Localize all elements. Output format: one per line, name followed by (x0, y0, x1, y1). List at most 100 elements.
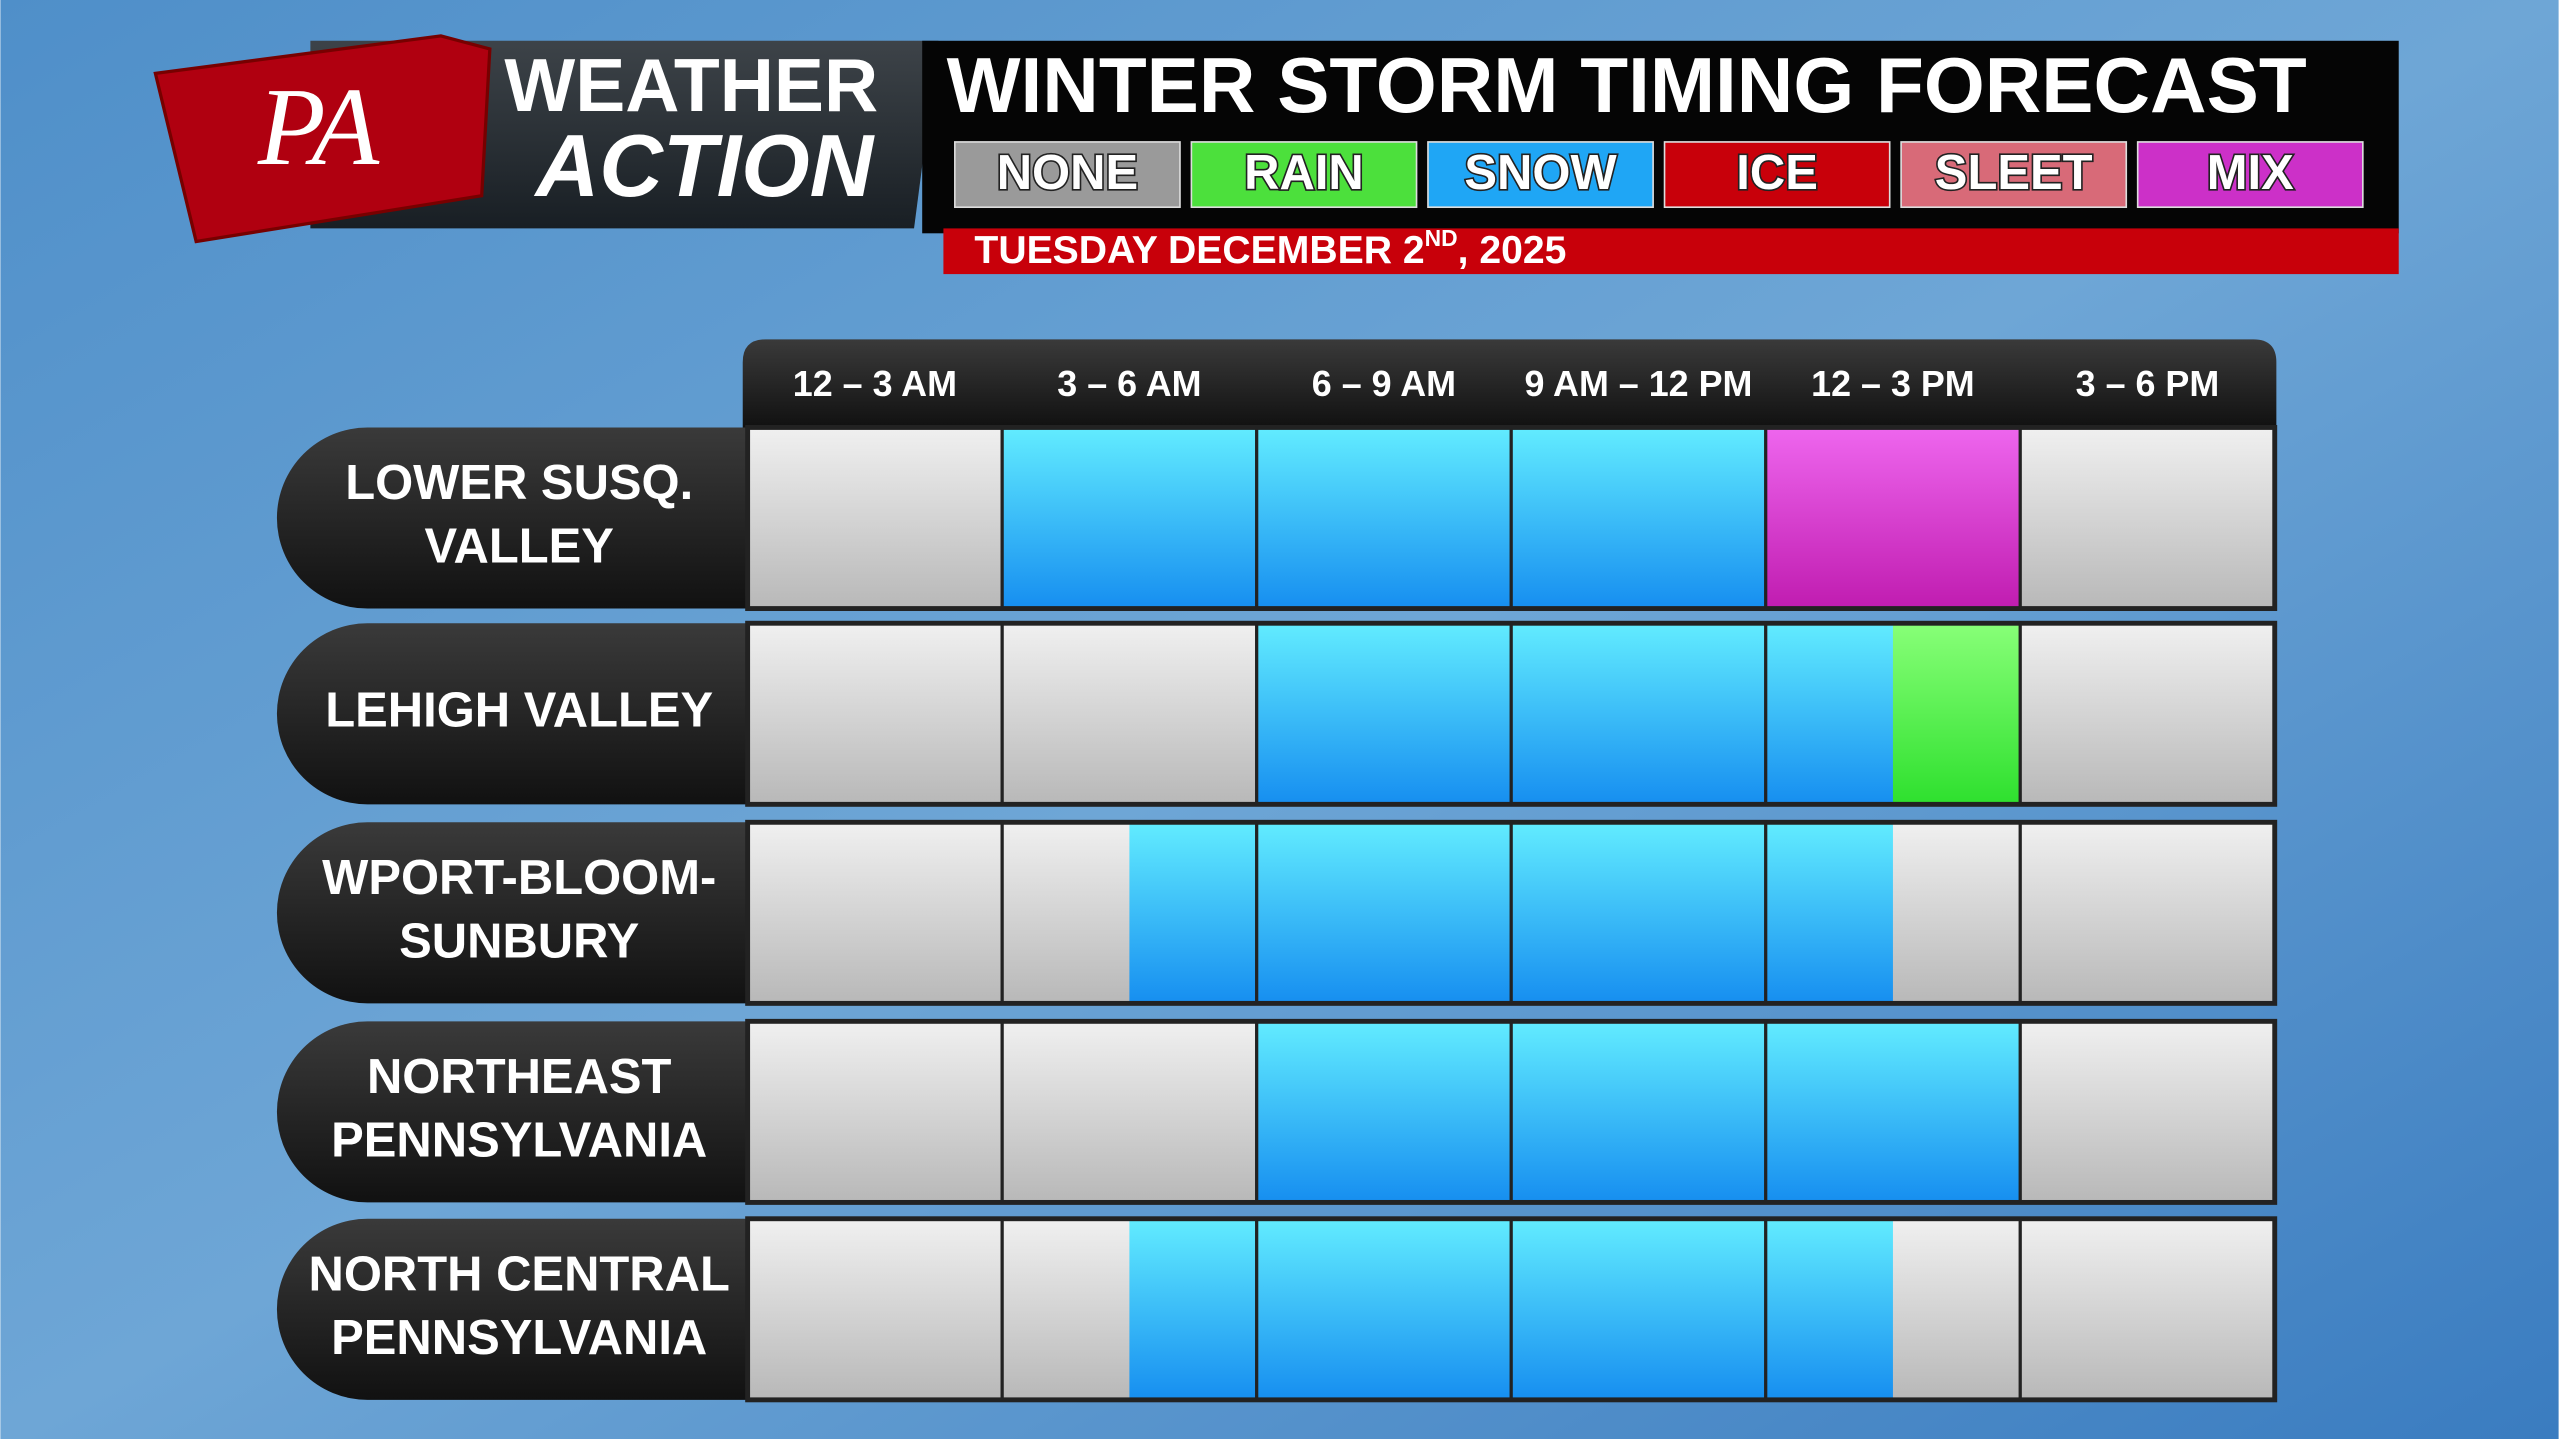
forecast-cell (1511, 1021, 1640, 1203)
forecast-cell (1002, 427, 1131, 609)
legend-swatch (2136, 141, 2364, 209)
forecast-cell (1256, 623, 1385, 805)
forecast-cell (1256, 427, 1385, 609)
row-border (745, 1216, 2278, 1403)
forecast-cell (1638, 623, 1767, 805)
forecast-cell (1383, 1021, 1512, 1203)
forecast-cell (1002, 623, 1131, 805)
title: WINTER STORM TIMING FORECAST (947, 41, 2307, 129)
row-label: SUNBURY (399, 915, 639, 969)
row-label: WPORT-BLOOM- (322, 851, 716, 905)
date-tail: , 2025 (1458, 229, 1567, 272)
forecast-cell (1129, 1218, 1258, 1400)
forecast-cell (1765, 623, 1894, 805)
forecast-cell (2020, 822, 2149, 1004)
row-label: PENNSYLVANIA (331, 1311, 707, 1365)
forecast-cell (747, 822, 876, 1004)
forecast-cell (747, 1021, 876, 1203)
forecast-cell (874, 1021, 1003, 1203)
legend-label: MIX (2207, 146, 2294, 200)
forecast-cell (747, 623, 876, 805)
forecast-cell (1892, 1021, 2022, 1203)
row-label-pill (276, 822, 748, 1004)
column-label: 12 – 3 AM (793, 364, 957, 404)
legend-swatch (1427, 141, 1654, 209)
forecast-cell (1638, 1021, 1767, 1203)
row-label: NORTH CENTRAL (309, 1247, 730, 1301)
forecast-cell (1511, 623, 1640, 805)
row-label-pill (276, 427, 748, 609)
forecast-cell (1129, 1021, 1258, 1203)
forecast-cell (1129, 822, 1258, 1004)
column-label: 3 – 6 AM (1057, 364, 1201, 404)
legend-label: SNOW (1464, 146, 1617, 200)
legend-label: NONE (997, 146, 1138, 200)
forecast-cell (1383, 822, 1512, 1004)
date-main: TUESDAY DECEMBER 2 (974, 229, 1424, 272)
forecast-cell (2147, 1218, 2276, 1400)
column-label: 9 AM – 12 PM (1524, 364, 1752, 404)
forecast-cell (874, 623, 1003, 805)
forecast-cell (747, 427, 876, 609)
forecast-cell (1002, 1021, 1131, 1203)
row-label: NORTHEAST (367, 1050, 672, 1104)
column-label: 6 – 9 AM (1312, 364, 1456, 404)
forecast-cell (1383, 623, 1512, 805)
forecast-cell (874, 1218, 1003, 1400)
forecast-cell (2020, 427, 2149, 609)
forecast-cell (2020, 1218, 2149, 1400)
forecast-cell (2020, 623, 2149, 805)
row-border (745, 819, 2278, 1006)
forecast-cell (1765, 427, 1894, 609)
forecast-cell (1892, 427, 2022, 609)
forecast-cell (1002, 822, 1131, 1004)
legend-swatch (954, 141, 1181, 209)
forecast-cell (1638, 427, 1767, 609)
forecast-cell (2147, 427, 2276, 609)
row-label: LEHIGH VALLEY (325, 684, 713, 738)
row-border (745, 1018, 2278, 1205)
forecast-cell (2147, 623, 2276, 805)
forecast-cell (2147, 1021, 2276, 1203)
row-border (745, 425, 2278, 612)
row-label: LOWER SUSQ. (345, 456, 693, 510)
forecast-cell (1765, 822, 1894, 1004)
logo-shape (153, 34, 492, 244)
forecast-cell (2147, 822, 2276, 1004)
logo-line1: WEATHER (504, 43, 878, 127)
forecast-cell (1892, 1218, 2022, 1400)
date: TUESDAY DECEMBER 2ND, 2025 (974, 225, 1566, 272)
column-header (742, 339, 2277, 428)
forecast-cell (1002, 1218, 1131, 1400)
forecast-cell (1511, 427, 1640, 609)
logo-initials: PA (257, 65, 380, 188)
forecast-cell (1256, 822, 1385, 1004)
row-border (745, 620, 2278, 807)
date-bar (943, 228, 2399, 275)
forecast-cell (2020, 1021, 2149, 1203)
column-label: 3 – 6 PM (2076, 364, 2220, 404)
legend-swatch (1190, 141, 1418, 209)
logo-line2: ACTION (534, 116, 876, 215)
forecast-cell (1765, 1218, 1894, 1400)
forecast-cell (1765, 1021, 1894, 1203)
row-label-pill (276, 623, 748, 805)
forecast-cell (1892, 822, 2022, 1004)
legend-swatch (1663, 141, 1891, 209)
forecast-cell (1511, 1218, 1640, 1400)
column-label: 12 – 3 PM (1811, 364, 1975, 404)
forecast-cell (874, 822, 1003, 1004)
forecast-cell (1638, 822, 1767, 1004)
row-label-pill (276, 1218, 748, 1400)
forecast-cell (1383, 1218, 1512, 1400)
forecast-cell (747, 1218, 876, 1400)
forecast-cell (1511, 822, 1640, 1004)
legend-label: SLEET (1935, 146, 2093, 200)
forecast-cell (1129, 623, 1258, 805)
forecast-cell (1256, 1021, 1385, 1203)
row-label: PENNSYLVANIA (331, 1114, 707, 1168)
row-label-pill (276, 1021, 748, 1203)
legend-label: RAIN (1244, 146, 1364, 200)
